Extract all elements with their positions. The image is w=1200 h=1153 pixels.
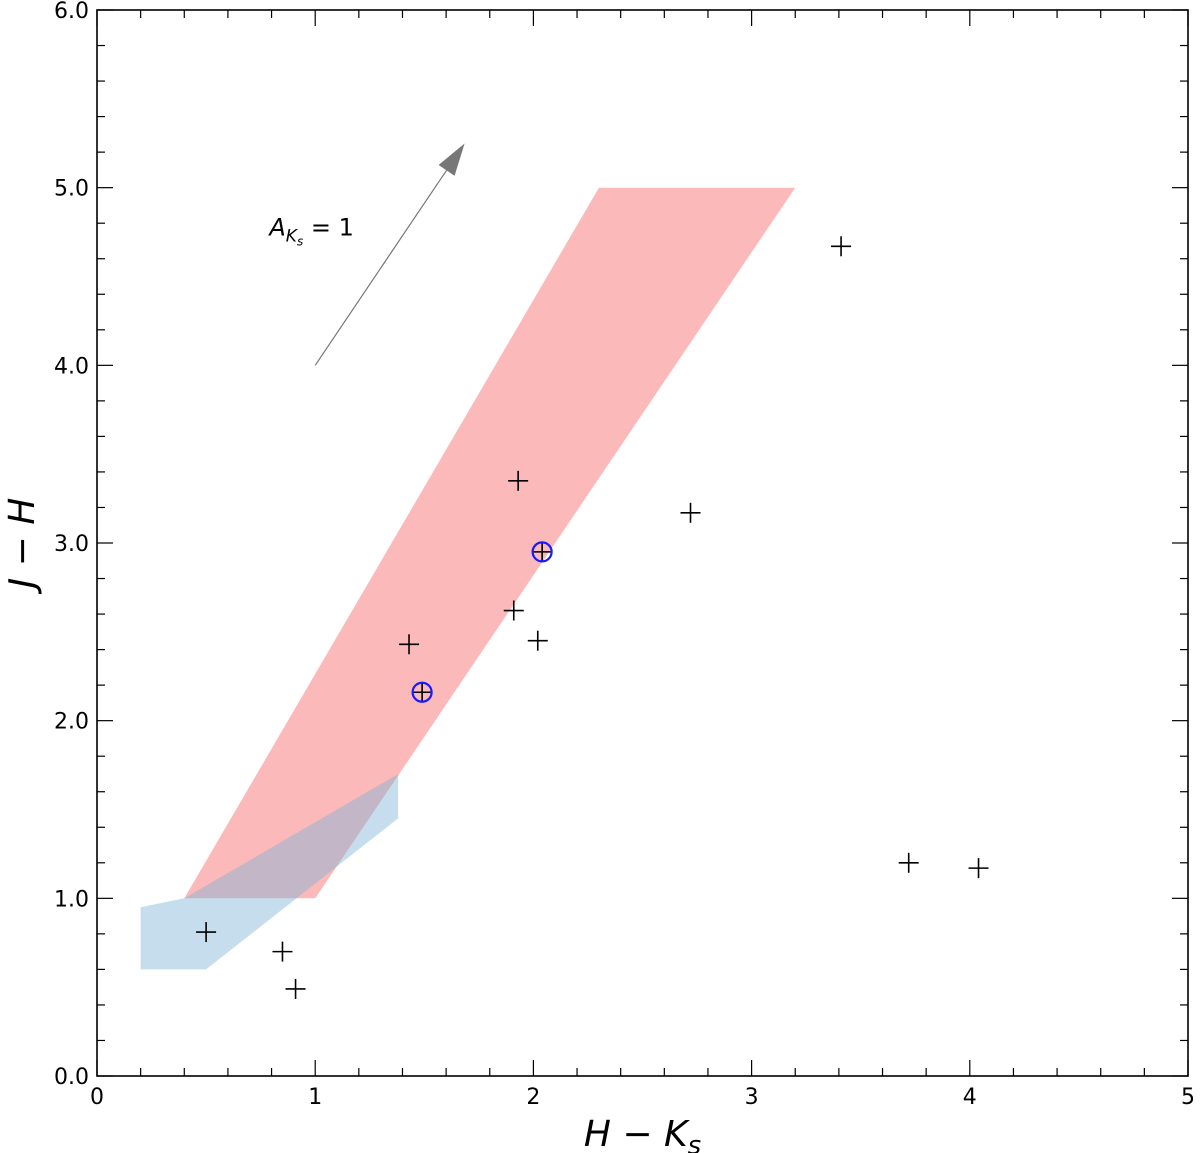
regions-layer (140, 187, 796, 970)
data-point (412, 682, 433, 703)
reddening-vector (314, 143, 465, 366)
y-tick-label: 2.0 (54, 710, 89, 735)
x-axis-label: H − Ks (584, 1114, 701, 1153)
vector-label-k: K (286, 227, 299, 247)
data-point (680, 502, 701, 523)
data-point (272, 941, 293, 962)
reddening-vector-label: AKs = 1 (267, 214, 353, 249)
y-tick-label: 4.0 (54, 354, 89, 379)
y-tick-label: 1.0 (54, 887, 89, 912)
data-point (285, 978, 306, 999)
data-point (532, 541, 553, 562)
x-axis-label-sub: s (688, 1131, 702, 1153)
data-point (831, 236, 852, 257)
data-point (898, 852, 919, 873)
vector-label-value: = 1 (303, 214, 354, 242)
vector-shaft (314, 169, 448, 366)
blue-region-region (140, 774, 399, 970)
vector-label-a: A (267, 214, 285, 242)
data-point (527, 630, 548, 651)
y-tick-label: 3.0 (54, 532, 89, 557)
points-layer (196, 236, 989, 999)
data-point (503, 600, 524, 621)
highlighted-point-circle (411, 681, 433, 703)
vector-arrowhead (438, 143, 465, 176)
highlighted-point-circle (531, 541, 553, 563)
y-axis-label: J − H (2, 498, 43, 595)
red-band-region (184, 187, 796, 899)
data-point (968, 858, 989, 879)
data-point (196, 922, 217, 943)
data-point (508, 470, 529, 491)
x-tick-label: 2 (526, 1085, 540, 1110)
axes-layer: 0 1 2 3 4 5 0.0 1.0 2.0 3.0 4.0 5.0 6.0 (54, 0, 1195, 1110)
vector-label-s: s (297, 235, 303, 249)
data-point (399, 634, 420, 655)
x-tick-label: 3 (745, 1085, 759, 1110)
y-tick-label: 0.0 (54, 1065, 89, 1090)
x-axis-label-main: H − K (584, 1114, 690, 1153)
y-tick-label: 6.0 (54, 0, 89, 24)
x-tick-label: 0 (90, 1085, 104, 1110)
x-tick-label: 5 (1181, 1085, 1195, 1110)
x-tick-label: 4 (963, 1085, 977, 1110)
x-tick-label: 1 (308, 1085, 322, 1110)
y-tick-label: 5.0 (54, 177, 89, 202)
